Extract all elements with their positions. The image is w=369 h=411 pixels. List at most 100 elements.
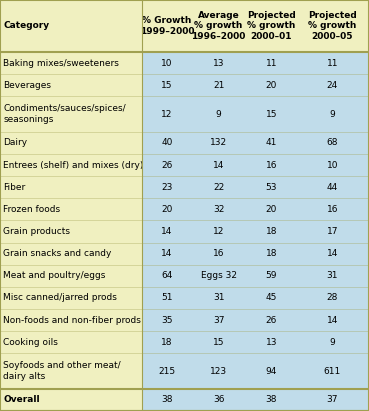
Text: 10: 10 (161, 59, 173, 67)
Bar (142, 242, 369, 265)
Text: 18: 18 (265, 227, 277, 236)
Text: Condiments/sauces/spices/
seasonings: Condiments/sauces/spices/ seasonings (3, 104, 126, 124)
Text: 20: 20 (161, 205, 173, 214)
Bar (142, 198, 369, 220)
Text: Entrees (shelf) and mixes (dry): Entrees (shelf) and mixes (dry) (3, 161, 144, 169)
Text: Misc canned/jarred prods: Misc canned/jarred prods (3, 293, 117, 302)
Text: 44: 44 (327, 182, 338, 192)
Bar (142, 309, 369, 331)
Bar (142, 220, 369, 242)
Bar (142, 265, 369, 287)
Text: 15: 15 (265, 110, 277, 118)
Bar (0, 176, 142, 198)
Text: 28: 28 (327, 293, 338, 302)
Text: 12: 12 (213, 227, 224, 236)
Text: Category: Category (3, 21, 49, 30)
Text: 14: 14 (213, 161, 224, 169)
Bar (0, 74, 142, 96)
Text: Fiber: Fiber (3, 182, 25, 192)
Text: 9: 9 (216, 110, 221, 118)
Text: 14: 14 (327, 316, 338, 325)
Text: Dairy: Dairy (3, 139, 27, 148)
Text: Projected
% growth
2000–05: Projected % growth 2000–05 (308, 12, 357, 41)
Text: 18: 18 (265, 249, 277, 258)
Text: 18: 18 (161, 338, 173, 347)
Text: 15: 15 (161, 81, 173, 90)
Text: 611: 611 (324, 367, 341, 376)
Text: 16: 16 (213, 249, 224, 258)
Text: 23: 23 (161, 182, 173, 192)
Text: 11: 11 (265, 59, 277, 67)
Text: 22: 22 (213, 182, 224, 192)
Text: 38: 38 (265, 395, 277, 404)
Bar (142, 353, 369, 389)
Bar (142, 154, 369, 176)
Bar (142, 176, 369, 198)
Text: 37: 37 (213, 316, 224, 325)
Text: Beverages: Beverages (3, 81, 51, 90)
Text: 24: 24 (327, 81, 338, 90)
Text: 53: 53 (265, 182, 277, 192)
Text: 36: 36 (213, 395, 224, 404)
Text: 14: 14 (327, 249, 338, 258)
Text: 17: 17 (327, 227, 338, 236)
Text: 38: 38 (161, 395, 173, 404)
Text: Grain snacks and candy: Grain snacks and candy (3, 249, 111, 258)
Bar (0, 389, 142, 411)
Text: 45: 45 (266, 293, 277, 302)
Bar (142, 52, 369, 74)
Bar (0, 0, 369, 52)
Text: 14: 14 (161, 227, 173, 236)
Text: 26: 26 (161, 161, 173, 169)
Text: 26: 26 (266, 316, 277, 325)
Bar (142, 331, 369, 353)
Text: Projected
% growth
2000–01: Projected % growth 2000–01 (247, 12, 296, 41)
Text: 132: 132 (210, 139, 227, 148)
Bar (142, 132, 369, 154)
Text: Eggs 32: Eggs 32 (201, 271, 237, 280)
Bar (0, 242, 142, 265)
Text: 31: 31 (327, 271, 338, 280)
Text: 11: 11 (327, 59, 338, 67)
Text: 9: 9 (330, 338, 335, 347)
Text: Grain products: Grain products (3, 227, 70, 236)
Text: 16: 16 (265, 161, 277, 169)
Text: Soyfoods and other meat/
dairy alts: Soyfoods and other meat/ dairy alts (3, 361, 121, 381)
Text: 31: 31 (213, 293, 224, 302)
Bar (0, 154, 142, 176)
Text: 37: 37 (327, 395, 338, 404)
Text: Overall: Overall (3, 395, 40, 404)
Bar (0, 265, 142, 287)
Text: Average
% growth
1996–2000: Average % growth 1996–2000 (192, 12, 246, 41)
Text: 35: 35 (161, 316, 173, 325)
Text: 51: 51 (161, 293, 173, 302)
Text: % Growth
1999–2000: % Growth 1999–2000 (140, 16, 194, 35)
Bar (0, 220, 142, 242)
Text: Meat and poultry/eggs: Meat and poultry/eggs (3, 271, 106, 280)
Text: 64: 64 (161, 271, 173, 280)
Bar (0, 132, 142, 154)
Text: 15: 15 (213, 338, 224, 347)
Text: 68: 68 (327, 139, 338, 148)
Text: 32: 32 (213, 205, 224, 214)
Bar (142, 96, 369, 132)
Bar (0, 309, 142, 331)
Text: 59: 59 (265, 271, 277, 280)
Bar (142, 74, 369, 96)
Text: 14: 14 (161, 249, 173, 258)
Bar (0, 287, 142, 309)
Bar (142, 287, 369, 309)
Text: 94: 94 (266, 367, 277, 376)
Text: 20: 20 (266, 205, 277, 214)
Text: 16: 16 (327, 205, 338, 214)
Text: 10: 10 (327, 161, 338, 169)
Text: Cooking oils: Cooking oils (3, 338, 58, 347)
Text: 41: 41 (266, 139, 277, 148)
Text: 12: 12 (161, 110, 173, 118)
Text: Non-foods and non-fiber prods: Non-foods and non-fiber prods (3, 316, 141, 325)
Bar (142, 389, 369, 411)
Bar (0, 353, 142, 389)
Text: 123: 123 (210, 367, 227, 376)
Bar (0, 198, 142, 220)
Bar (0, 52, 142, 74)
